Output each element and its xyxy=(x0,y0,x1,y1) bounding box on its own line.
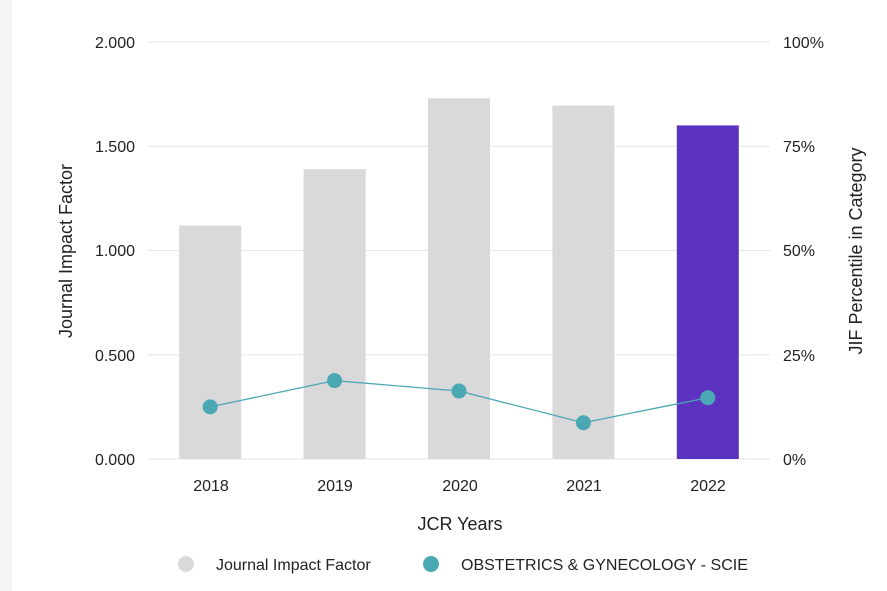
x-tick-label: 2021 xyxy=(566,478,602,495)
x-axis-ticks: 2018 2019 2020 2021 2022 xyxy=(193,478,726,495)
bar-2019[interactable] xyxy=(303,169,366,459)
left-y-axis-ticks: 0.000 0.500 1.000 1.500 2.000 xyxy=(95,35,135,469)
left-tick-label: 1.500 xyxy=(95,139,135,156)
legend-swatch-category xyxy=(423,556,439,572)
percentile-point-2021[interactable] xyxy=(575,415,591,431)
x-tick-label: 2019 xyxy=(317,478,353,495)
left-y-axis-title: Journal Impact Factor xyxy=(56,164,76,338)
bar-2018[interactable] xyxy=(179,225,242,459)
x-tick-label: 2018 xyxy=(193,478,229,495)
legend-label-impact-factor: Journal Impact Factor xyxy=(216,557,371,574)
percentile-point-2022[interactable] xyxy=(700,390,716,406)
percentile-point-2018[interactable] xyxy=(202,399,218,415)
left-tick-label: 0.500 xyxy=(95,348,135,365)
left-tick-label: 2.000 xyxy=(95,35,135,52)
legend-swatch-impact-factor xyxy=(178,556,194,572)
right-tick-label: 50% xyxy=(783,243,815,260)
right-y-axis-ticks: 0% 25% 50% 75% 100% xyxy=(783,35,824,469)
bar-series xyxy=(179,98,739,460)
bar-2022[interactable] xyxy=(676,125,739,460)
left-tick-label: 0.000 xyxy=(95,452,135,469)
chart-legend: Journal Impact Factor OBSTETRICS & GYNEC… xyxy=(178,556,748,574)
percentile-point-2019[interactable] xyxy=(327,373,343,389)
line-series xyxy=(202,373,716,431)
right-tick-label: 25% xyxy=(783,348,815,365)
x-tick-label: 2020 xyxy=(442,478,478,495)
right-tick-label: 75% xyxy=(783,139,815,156)
x-tick-label: 2022 xyxy=(690,478,726,495)
x-axis-title: JCR Years xyxy=(417,514,502,534)
right-tick-label: 0% xyxy=(783,452,806,469)
percentile-point-2020[interactable] xyxy=(451,383,467,399)
left-edge-strip xyxy=(0,0,12,591)
left-tick-label: 1.000 xyxy=(95,243,135,260)
right-tick-label: 100% xyxy=(783,35,824,52)
bar-2021[interactable] xyxy=(552,105,615,459)
right-y-axis-title: JIF Percentile in Category xyxy=(846,147,866,354)
bar-2020[interactable] xyxy=(428,98,490,460)
legend-label-category: OBSTETRICS & GYNECOLOGY - SCIE xyxy=(461,557,748,574)
